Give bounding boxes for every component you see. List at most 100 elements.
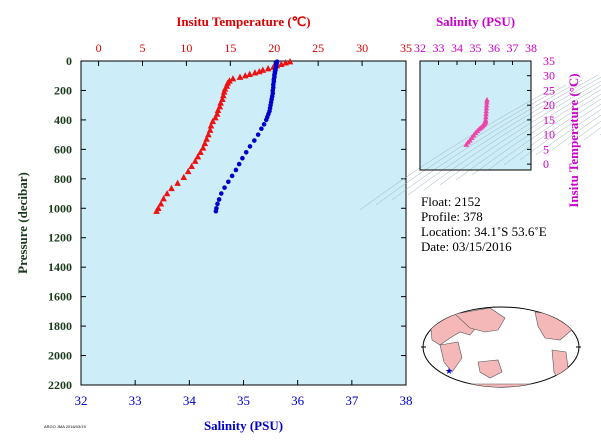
profile-number: Profile: 378 [421,209,483,224]
density-contour [487,93,601,171]
temperature-point [236,73,244,80]
pressure-tick-label: 1800 [48,319,72,333]
continent [439,341,463,373]
ts-salinity-tick-label: 38 [525,41,537,55]
ts-temperature-tick-label: 35 [543,54,555,68]
ts-point [483,113,489,120]
salinity-point [247,144,253,149]
temperature-tick-label: 30 [356,41,368,55]
salinity-point [243,150,249,155]
temperature-tick-label: 5 [139,41,145,55]
float-info: Float: 2152 Profile: 378 Location: 34.1˚… [421,194,547,254]
pressure-tick-label: 1600 [48,290,72,304]
pressure-tick-label: 800 [54,172,72,186]
ts-point [483,108,489,114]
density-contour [455,84,601,181]
pressure-axis-label: Pressure (decibar) [15,172,30,274]
density-contour [471,89,601,176]
pressure-tick-label: 200 [54,83,72,97]
salinity-point [222,185,227,190]
density-contour [359,89,551,211]
salinity-tick-label: 32 [75,393,88,408]
footer-credit: ARGO JMA 2016/03/19 [44,424,86,429]
continent [449,383,561,387]
salinity-point [229,173,235,179]
temperature-point [241,72,249,79]
plot-area [81,61,406,385]
temperature-tick-label: 25 [312,41,324,55]
temperature-point [184,167,192,175]
ts-salinity-tick-label: 35 [470,41,482,55]
float-location-marker: ★ [445,367,453,377]
salinity-point [261,122,267,127]
temperature-point [264,65,272,72]
ts-temperature-tick-label: 20 [543,98,555,112]
density-contour [503,98,601,166]
temperature-point [220,88,228,95]
salinity-tick-label: 37 [345,393,359,408]
salinity-tick-label: 33 [129,393,142,408]
salinity-point [236,161,242,167]
salinity-axis-label: Salinity (PSU) [204,418,283,433]
date: Date: 03/15/2016 [421,239,512,254]
density-contour [407,74,599,196]
salinity-tick-label: 36 [291,393,305,408]
temperature-point [194,153,202,160]
temperature-point [174,179,181,186]
temperature-point [197,148,204,156]
temperature-point [157,200,165,207]
temperature-point [256,68,263,75]
ts-point [484,96,490,103]
ts-temperature-axis-label: Insitu Temperature (°C) [566,73,581,207]
salinity-point [233,167,239,173]
temperature-point [286,58,294,65]
salinity-point [259,126,264,132]
ts-salinity-tick-label: 32 [414,41,426,55]
ts-temperature-tick-label: 5 [543,142,549,156]
density-contour [423,76,601,191]
ts-temperature-tick-label: 10 [543,128,555,142]
temperature-point [282,59,289,66]
density-contour [567,120,601,146]
ts-temperature-tick-label: 30 [543,69,555,83]
pressure-tick-label: 1000 [48,201,72,215]
salinity-point [255,132,261,137]
ts-salinity-tick-label: 34 [451,41,463,55]
ts-point [483,105,490,111]
density-contour [551,114,601,151]
ts-point [483,111,489,117]
temperature-axis-label: Insitu Temperature (℃) [176,14,310,29]
density-contour [535,109,601,156]
pressure-tick-label: 400 [54,113,72,127]
salinity-point [252,138,257,143]
temperature-point [277,60,285,67]
salinity-point [213,208,219,214]
salinity-point [215,201,220,207]
pressure-tick-label: 2200 [48,378,72,392]
density-contour [391,79,583,201]
temperature-point [188,162,195,169]
pressure-tick-label: 600 [54,142,72,156]
ts-temperature-tick-label: 15 [543,113,555,127]
temperature-point [191,157,199,164]
salinity-tick-label: 38 [400,393,413,408]
ts-temperature-tick-label: 0 [543,157,549,171]
pressure-tick-label: 2000 [48,349,72,363]
continent [477,359,503,379]
temperature-point [180,173,188,181]
salinity-point [216,197,222,202]
temperature-tick-label: 35 [400,41,412,55]
pressure-tick-label: 1200 [48,231,72,245]
temperature-point [229,75,237,82]
temperature-point [168,184,175,192]
salinity-point [263,117,269,123]
world-map: ★ [421,306,581,388]
temperature-point [160,195,167,202]
continent [551,349,569,383]
continent [454,307,506,333]
temperature-point [219,92,227,99]
temperature-point [207,122,215,129]
density-contour [375,84,567,206]
temperature-point [212,114,219,121]
temperature-tick-label: 0 [96,41,102,55]
